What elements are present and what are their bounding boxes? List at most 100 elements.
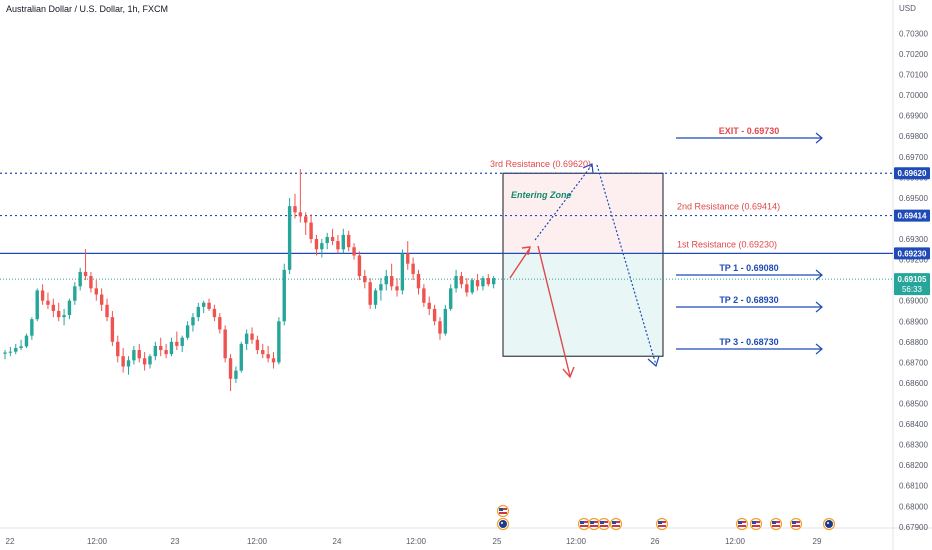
- candle[interactable]: [432, 304, 437, 326]
- candle[interactable]: [3, 350, 7, 360]
- candle[interactable]: [201, 300, 206, 314]
- candle[interactable]: [422, 284, 426, 307]
- candle[interactable]: [368, 278, 372, 309]
- candle[interactable]: [148, 354, 152, 369]
- candle[interactable]: [293, 193, 297, 219]
- candle[interactable]: [228, 354, 233, 392]
- us-flag-icon[interactable]: [735, 517, 749, 531]
- candle[interactable]: [309, 214, 313, 244]
- candle[interactable]: [51, 298, 56, 318]
- candle[interactable]: [384, 269, 388, 291]
- candle[interactable]: [116, 335, 120, 363]
- us-flag-icon[interactable]: [577, 517, 591, 531]
- candle[interactable]: [137, 343, 141, 363]
- candle[interactable]: [449, 284, 453, 311]
- candle[interactable]: [126, 356, 131, 375]
- candle[interactable]: [24, 333, 29, 348]
- candle[interactable]: [287, 197, 292, 274]
- candle[interactable]: [389, 263, 394, 291]
- candle[interactable]: [261, 343, 265, 359]
- target-arrow[interactable]: TP 3 - 0.68730: [676, 337, 823, 355]
- candle[interactable]: [110, 310, 115, 346]
- candle[interactable]: [234, 366, 238, 383]
- candle[interactable]: [121, 347, 125, 373]
- candle[interactable]: [341, 228, 346, 254]
- candle[interactable]: [465, 278, 469, 297]
- candle[interactable]: [406, 241, 410, 270]
- candle[interactable]: [400, 249, 405, 295]
- us-flag-icon[interactable]: [769, 517, 783, 531]
- candle[interactable]: [223, 325, 227, 363]
- us-flag-icon[interactable]: [749, 517, 763, 531]
- us-flag-icon[interactable]: [655, 517, 669, 531]
- candle[interactable]: [185, 321, 190, 340]
- candle[interactable]: [244, 329, 249, 351]
- candle[interactable]: [411, 257, 415, 281]
- au-flag-icon[interactable]: [822, 517, 836, 531]
- candle[interactable]: [73, 282, 77, 305]
- candle[interactable]: [35, 288, 39, 322]
- us-flag-icon[interactable]: [597, 517, 611, 531]
- candle[interactable]: [336, 234, 340, 254]
- candle[interactable]: [282, 263, 286, 326]
- candle[interactable]: [475, 273, 480, 291]
- candle[interactable]: [19, 339, 23, 351]
- candle[interactable]: [83, 249, 88, 281]
- candle[interactable]: [325, 232, 329, 250]
- candle[interactable]: [207, 298, 211, 311]
- candle[interactable]: [250, 327, 254, 344]
- candle[interactable]: [427, 296, 431, 316]
- candle[interactable]: [175, 331, 179, 351]
- candle[interactable]: [486, 273, 490, 287]
- candle[interactable]: [57, 302, 61, 322]
- candle[interactable]: [14, 343, 18, 355]
- candle[interactable]: [153, 341, 158, 361]
- candle[interactable]: [105, 298, 109, 322]
- target-arrow[interactable]: TP 2 - 0.68930: [676, 295, 823, 313]
- au-flag-icon[interactable]: [496, 517, 510, 531]
- candle[interactable]: [239, 341, 243, 373]
- us-flag-icon[interactable]: [587, 517, 601, 531]
- candle[interactable]: [491, 276, 496, 289]
- candle[interactable]: [330, 228, 335, 246]
- candle[interactable]: [470, 278, 474, 295]
- candle[interactable]: [459, 271, 464, 289]
- candle[interactable]: [363, 269, 367, 289]
- candle[interactable]: [94, 280, 98, 301]
- candle[interactable]: [277, 317, 281, 365]
- candle[interactable]: [99, 288, 104, 311]
- candle[interactable]: [255, 335, 260, 355]
- position-box[interactable]: [502, 172, 664, 357]
- candle[interactable]: [481, 276, 485, 291]
- candle[interactable]: [212, 304, 217, 322]
- candle[interactable]: [395, 278, 399, 297]
- candle[interactable]: [373, 288, 378, 309]
- candle[interactable]: [62, 308, 66, 326]
- candle[interactable]: [357, 251, 362, 281]
- resistance-zone[interactable]: [503, 173, 663, 254]
- candle[interactable]: [438, 317, 442, 340]
- target-arrow[interactable]: TP 1 - 0.69080: [676, 263, 823, 281]
- target-arrow[interactable]: EXIT - 0.69730: [676, 126, 823, 144]
- candle[interactable]: [159, 337, 163, 357]
- candle[interactable]: [266, 345, 270, 363]
- candle[interactable]: [443, 304, 448, 336]
- candle[interactable]: [196, 302, 201, 322]
- candle[interactable]: [8, 346, 13, 357]
- candle[interactable]: [352, 243, 356, 260]
- target-zone[interactable]: [503, 253, 663, 357]
- candle[interactable]: [314, 234, 319, 256]
- candle[interactable]: [346, 230, 351, 252]
- candle[interactable]: [454, 269, 458, 293]
- us-flag-icon[interactable]: [609, 517, 623, 531]
- us-flag-icon[interactable]: [789, 517, 803, 531]
- candle[interactable]: [320, 239, 324, 258]
- candle[interactable]: [164, 343, 168, 359]
- us-flag-icon[interactable]: [496, 504, 510, 518]
- candle[interactable]: [304, 212, 308, 235]
- candle[interactable]: [46, 292, 50, 309]
- candle[interactable]: [191, 313, 195, 332]
- candle[interactable]: [67, 298, 72, 320]
- candle[interactable]: [218, 313, 222, 334]
